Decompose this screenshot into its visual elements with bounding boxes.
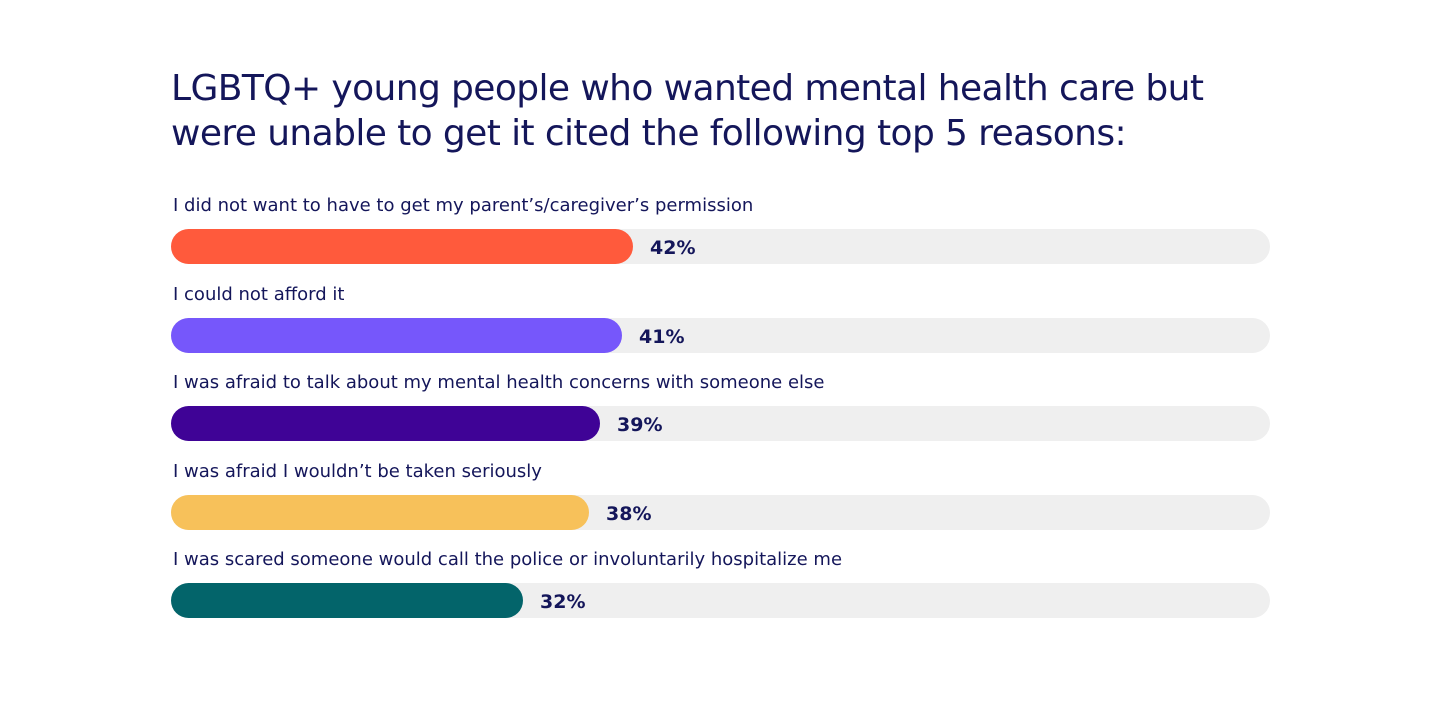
category-label: I was afraid I wouldn’t be taken serious… bbox=[173, 460, 542, 482]
category-label: I was afraid to talk about my mental hea… bbox=[173, 372, 825, 393]
bar-track: 42% bbox=[171, 229, 1270, 264]
bar-row: I was afraid to talk about my mental hea… bbox=[171, 367, 1270, 456]
bar-track: 39% bbox=[171, 406, 1270, 441]
bar-row: I did not want to have to get my parent’… bbox=[171, 190, 1270, 279]
bar bbox=[171, 317, 622, 353]
bar-track: 32% bbox=[171, 583, 1270, 618]
category-label: I was scared someone would call the poli… bbox=[173, 549, 843, 570]
bar bbox=[171, 406, 600, 441]
bar-row: I was afraid I wouldn’t be taken serious… bbox=[171, 456, 1270, 545]
bar-track: 41% bbox=[171, 317, 1270, 353]
value-label: 42% bbox=[650, 237, 696, 259]
bar bbox=[171, 494, 589, 530]
category-label: I could not afford it bbox=[173, 283, 345, 305]
bar-track: 38% bbox=[171, 494, 1270, 530]
bar bbox=[171, 229, 633, 264]
bar-chart: I did not want to have to get my parent’… bbox=[171, 190, 1270, 633]
value-label: 32% bbox=[540, 591, 586, 613]
value-label: 41% bbox=[639, 325, 685, 348]
bar bbox=[171, 583, 523, 618]
value-label: 39% bbox=[617, 414, 663, 436]
category-label: I did not want to have to get my parent’… bbox=[173, 195, 754, 216]
bar-row: I was scared someone would call the poli… bbox=[171, 544, 1270, 633]
bar-row: I could not afford it 41% bbox=[171, 279, 1270, 368]
chart-title: LGBTQ+ young people who wanted mental he… bbox=[171, 68, 1204, 154]
value-label: 38% bbox=[606, 502, 652, 525]
